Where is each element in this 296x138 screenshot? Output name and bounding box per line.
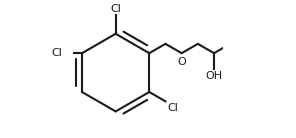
Text: Cl: Cl: [51, 48, 62, 58]
Text: Cl: Cl: [110, 4, 121, 14]
Text: Cl: Cl: [167, 103, 178, 113]
Text: O: O: [177, 57, 186, 67]
Text: OH: OH: [205, 71, 223, 80]
